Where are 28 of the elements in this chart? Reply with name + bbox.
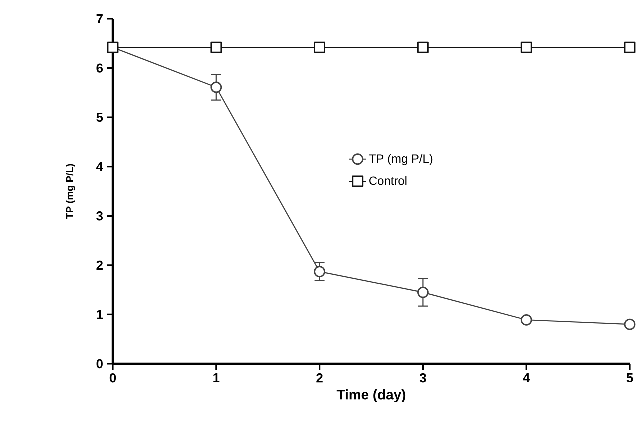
y-tick-label: 6 — [96, 64, 104, 73]
y-tick-label: 1 — [97, 310, 104, 320]
y-axis-title: TP (mg P/L) — [66, 164, 76, 220]
point — [314, 266, 326, 278]
y-tick-label: 5 — [96, 113, 104, 122]
point — [418, 42, 429, 54]
y-tick-label: 0 — [96, 359, 103, 369]
x-tick-label: 4 — [523, 374, 530, 382]
legend-label: TP (mg P/L) — [369, 154, 433, 166]
x-axis-title: Time (day) — [336, 390, 406, 403]
y-tick-label: 2 — [96, 260, 103, 270]
point — [520, 314, 532, 326]
y-tick-label: 7 — [96, 14, 103, 24]
x-tick-label: 3 — [420, 374, 426, 383]
x-tick-label: 0 — [110, 374, 116, 383]
point — [210, 82, 222, 94]
y-tick-label: 4 — [96, 162, 104, 172]
x-tick-label: 5 — [626, 374, 634, 383]
point — [624, 42, 636, 54]
legend-label: Control — [370, 176, 407, 186]
point — [314, 42, 326, 54]
point — [520, 42, 532, 54]
point — [418, 286, 429, 298]
point — [210, 42, 222, 54]
x-tick-label: 1 — [214, 374, 220, 382]
point — [624, 318, 636, 330]
y-tick-label: 3 — [96, 212, 104, 221]
x-tick-label: 2 — [316, 374, 323, 383]
